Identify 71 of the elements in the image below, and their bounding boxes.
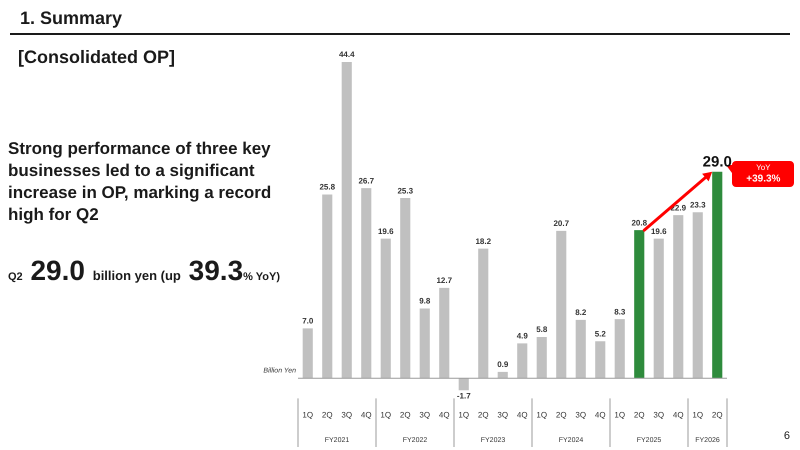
data-label: 20.8	[631, 218, 648, 228]
bar	[478, 248, 488, 378]
bar	[458, 378, 469, 390]
x-tick-label: 3Q	[653, 410, 664, 420]
bar	[322, 194, 332, 378]
data-label: 8.3	[614, 307, 626, 316]
x-tick-label: 1Q	[614, 410, 626, 420]
bar	[400, 198, 410, 378]
data-label: 20.7	[553, 219, 570, 228]
data-label: 29.0	[702, 153, 732, 170]
x-tick-label: 4Q	[672, 410, 684, 420]
x-tick-label: 4Q	[438, 410, 450, 420]
bar	[673, 215, 684, 378]
x-tick-label: 2Q	[634, 410, 645, 420]
bar	[342, 62, 352, 378]
x-tick-label: 1Q	[380, 410, 392, 420]
data-label: 9.8	[419, 296, 431, 306]
x-tick-label: 2Q	[478, 410, 489, 420]
data-label: 7.0	[302, 316, 314, 326]
bar	[361, 188, 372, 378]
data-label: 25.8	[319, 182, 336, 192]
x-tick-label: 4Q	[360, 410, 372, 420]
data-label: 23.3	[690, 200, 706, 210]
text: [Consolidated OP]	[18, 47, 175, 68]
x-tick-label: 2Q	[322, 410, 333, 420]
data-label: 19.6	[378, 226, 394, 236]
x-tick-label: 3Q	[419, 410, 430, 420]
data-label: 26.7	[358, 176, 375, 186]
bar	[517, 343, 528, 378]
bar	[302, 328, 313, 378]
x-tick-label: 1Q	[536, 410, 548, 420]
bar	[595, 341, 606, 378]
bar	[654, 238, 664, 378]
data-label: 0.9	[497, 360, 509, 370]
x-tick-label: 2Q	[712, 410, 723, 420]
x-tick-label: 1Q	[458, 410, 470, 420]
bar	[576, 320, 586, 378]
data-label: 5.8	[536, 325, 548, 334]
bar	[692, 212, 703, 378]
text: YoY +39.3%	[746, 162, 781, 184]
data-label: 4.9	[516, 332, 528, 341]
text: Strong performance of three key businesses led to a significant increase in OP, marking a record high for Q2	[8, 138, 272, 226]
data-label: 12.7	[436, 276, 453, 286]
bar	[614, 319, 625, 378]
text: Q2 29.0 billion yen (up 39.3% YoY)	[8, 255, 280, 286]
bar	[556, 230, 566, 378]
bar	[536, 336, 547, 378]
x-tick-label: 2Q	[400, 410, 411, 420]
data-label: 18.2	[475, 236, 492, 246]
data-label: 19.6	[650, 226, 668, 236]
bar	[420, 308, 430, 378]
data-label: 44.4	[338, 50, 356, 60]
data-label: -1.7	[456, 392, 472, 401]
data-label: 8.2	[575, 308, 587, 318]
bar	[498, 372, 508, 378]
x-tick-label: 1Q	[692, 410, 704, 420]
text: 6	[784, 430, 790, 442]
data-label: 5.2	[594, 329, 606, 338]
x-tick-label: 4Q	[594, 410, 606, 420]
x-tick-label: 4Q	[516, 410, 528, 420]
bar	[439, 288, 450, 378]
x-tick-label: 3Q	[341, 410, 352, 420]
x-tick-label: 1Q	[302, 410, 314, 420]
data-label: 25.3	[397, 186, 414, 196]
text: 1. Summary	[20, 8, 122, 29]
x-tick-label: 2Q	[556, 410, 567, 420]
bar	[712, 172, 722, 378]
x-tick-label: 3Q	[497, 410, 508, 420]
bar	[634, 230, 644, 378]
x-tick-label: 3Q	[575, 410, 586, 420]
bar	[380, 238, 391, 378]
